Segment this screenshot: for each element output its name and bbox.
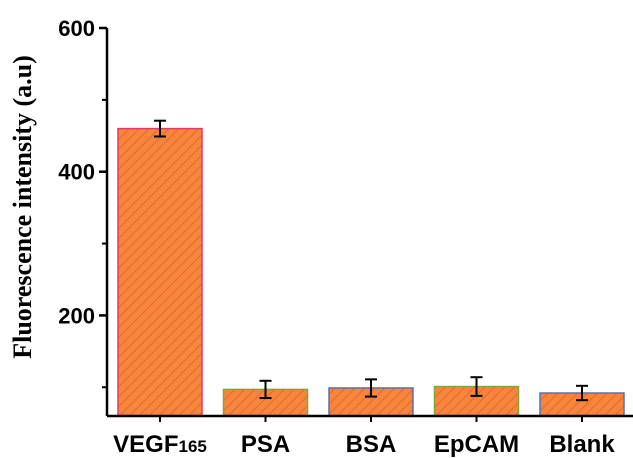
y-tick-label: 400 (58, 160, 95, 185)
y-tick-label: 600 (58, 16, 95, 41)
x-tick-label-subscript: 165 (178, 437, 206, 456)
x-tick-label-main: BSA (346, 431, 397, 458)
y-axis-title: Fluorescence intensity (a.u) (8, 55, 37, 359)
x-tick-label-main: PSA (241, 431, 290, 458)
y-tick-label: 200 (58, 303, 95, 328)
x-tick-label: Blank (549, 431, 615, 458)
x-tick-label-main: VEGF (113, 431, 178, 458)
bar-vegf165 (117, 127, 203, 417)
x-tick-label-main: EpCAM (434, 431, 519, 458)
x-tick-label: VEGF165 (113, 431, 207, 458)
x-tick-label: BSA (346, 431, 397, 458)
x-tick-label-main: Blank (549, 431, 615, 458)
x-tick-label: EpCAM (434, 431, 519, 458)
x-tick-label: PSA (241, 431, 290, 458)
